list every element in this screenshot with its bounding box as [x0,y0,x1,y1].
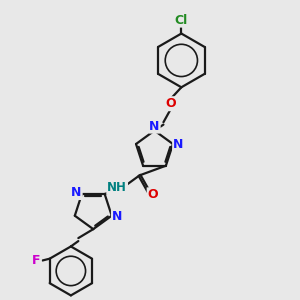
Text: N: N [149,120,160,133]
Text: N: N [71,186,82,199]
Text: N: N [112,210,122,223]
Text: O: O [148,188,158,201]
Text: F: F [32,254,41,267]
Text: N: N [173,137,184,151]
Text: O: O [166,97,176,110]
Text: NH: NH [107,181,127,194]
Text: Cl: Cl [175,14,188,27]
